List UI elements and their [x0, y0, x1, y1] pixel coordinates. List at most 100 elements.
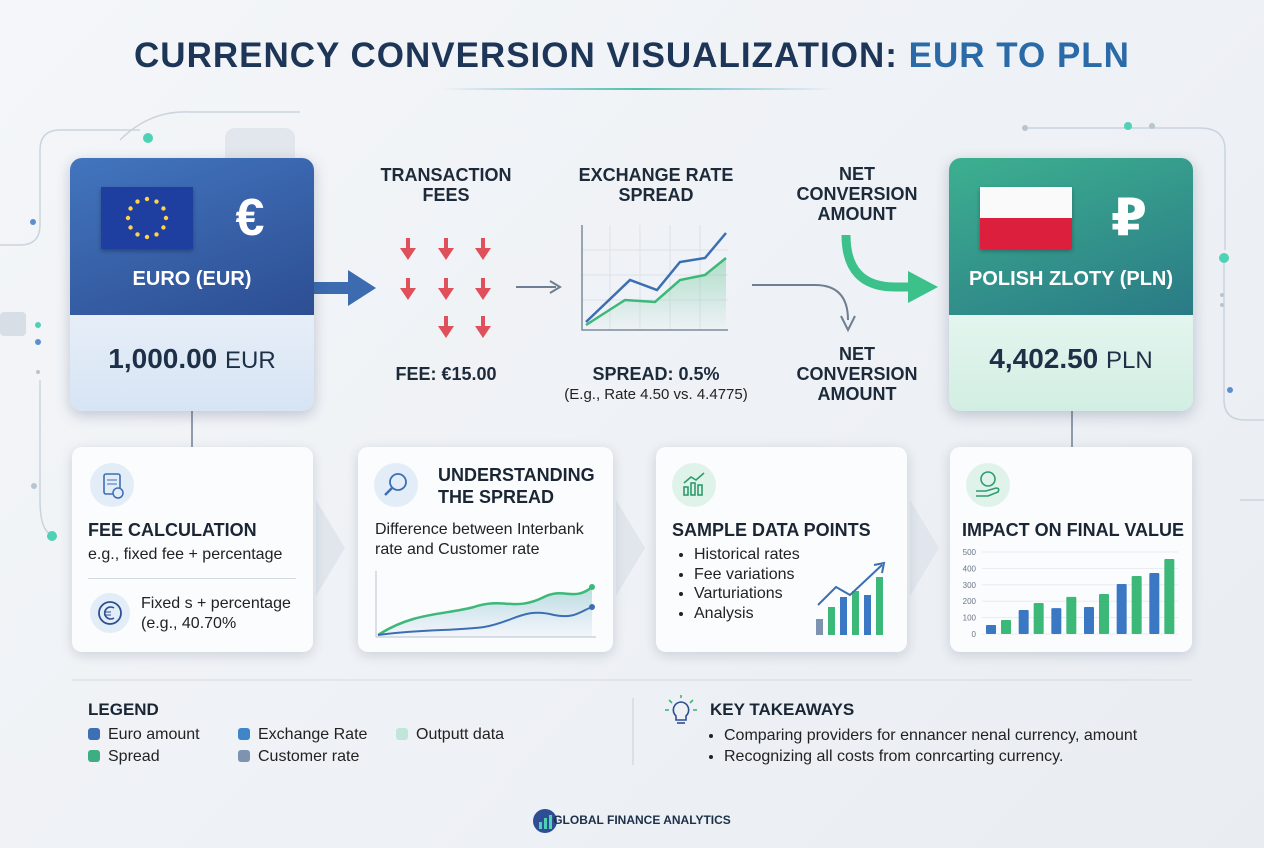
legend-item: Outputt data	[396, 726, 504, 744]
chart-icon	[672, 463, 716, 507]
net-title: NET CONVERSION AMOUNT	[796, 344, 918, 404]
spread-sparkline	[375, 571, 596, 638]
legend-swatch	[88, 728, 100, 740]
target-amount-box: 4,402.50 PLN	[949, 315, 1193, 411]
amount-value: 4,402.50	[989, 343, 1099, 374]
source-header: € EURO (EUR)	[70, 158, 314, 315]
star	[128, 225, 133, 230]
currency-symbol: ₽	[1110, 189, 1148, 247]
icon-graphic	[384, 473, 407, 496]
star	[161, 225, 166, 230]
footer-logo	[533, 809, 557, 833]
takeaways-title: KEY TAKEAWAYS	[710, 700, 855, 719]
legend-item: Euro amount	[88, 726, 200, 744]
star	[128, 206, 133, 211]
info-card: SAMPLE DATA POINTS Historical ratesFee v…	[656, 447, 907, 652]
fee-arrow	[400, 278, 416, 300]
currency-symbol: €	[235, 189, 265, 247]
pl-flag	[980, 187, 1072, 249]
star	[135, 232, 140, 237]
card-detail-note: (e.g., 40.70%	[141, 615, 237, 632]
card-title: IMPACT ON FINAL VALUE	[962, 520, 1184, 540]
title-highlight: EUR TO PLN	[908, 36, 1130, 75]
fee-arrow	[475, 278, 491, 300]
spread-note: (E.g., Rate 4.50 vs. 4.4775)	[564, 386, 748, 403]
divider	[88, 578, 296, 579]
fee-arrow	[475, 238, 491, 260]
amount: 4,402.50 PLN	[949, 343, 1193, 375]
info-card: UNDERSTANDING THE SPREAD Difference betw…	[358, 447, 613, 652]
info-card: IMPACT ON FINAL VALUE	[950, 447, 1192, 652]
legend-swatch	[238, 728, 250, 740]
target-header: ₽ POLISH ZLOTY (PLN)	[949, 158, 1193, 315]
star	[154, 232, 159, 237]
fee-arrow	[438, 238, 454, 260]
search-icon	[374, 463, 418, 507]
source-amount-box: 1,000.00 EUR	[70, 315, 314, 411]
currency-label: EURO (EUR)	[132, 268, 252, 290]
fees-value: FEE: €15.00	[395, 364, 497, 384]
legend-item: Exchange Rate	[238, 726, 367, 744]
euro-icon	[90, 593, 130, 633]
list-item: Fee variations	[694, 565, 800, 585]
card-detail: Fixed s + percentage	[141, 595, 291, 612]
legend-label: Exchange Rate	[258, 726, 368, 743]
card-title: FEE CALCULATION	[88, 520, 257, 540]
takeaway-item: Comparing providers for ennancer nenal c…	[724, 725, 1137, 746]
sample-bars	[816, 561, 886, 635]
star	[144, 234, 150, 240]
legend-label: Spread	[108, 748, 160, 765]
star	[163, 215, 169, 221]
amount: 1,000.00 EUR	[70, 343, 314, 375]
net-title: NET CONVERSION AMOUNT	[796, 164, 918, 224]
takeaways-list: Comparing providers for ennancer nenal c…	[708, 725, 1137, 767]
icon-graphic	[103, 473, 124, 499]
spread-title: EXCHANGE RATE SPREAD	[578, 165, 734, 205]
card-title: SAMPLE DATA POINTS	[672, 520, 871, 540]
legend-label: Customer rate	[258, 748, 360, 765]
target-card: ₽ POLISH ZLOTY (PLN) 4,402.50 PLN	[949, 158, 1193, 411]
fee-arrow	[438, 316, 454, 338]
legend-item: Spread	[88, 748, 160, 766]
legend-item: Customer rate	[238, 748, 359, 766]
eu-flag	[101, 187, 193, 249]
title-text: CURRENCY CONVERSION VISUALIZATION:	[134, 36, 898, 75]
spread-value: SPREAD: 0.5%	[592, 364, 720, 384]
star	[161, 206, 166, 211]
fee-arrow	[438, 278, 454, 300]
list-item: Historical rates	[694, 545, 800, 565]
money-icon	[966, 463, 1010, 507]
legend-swatch	[396, 728, 408, 740]
fee-arrow	[475, 316, 491, 338]
footer: GLOBAL FINANCE ANALYTICS	[553, 813, 731, 827]
amount-value: 1,000.00	[108, 343, 218, 374]
icon-graphic	[976, 471, 1000, 497]
fee-arrow	[400, 238, 416, 260]
card-list: Historical ratesFee variationsVarturiati…	[676, 545, 800, 623]
card-text: e.g., fixed fee + percentage	[88, 546, 283, 563]
star	[154, 199, 159, 204]
list-item: Varturiations	[694, 584, 800, 604]
source-card: € EURO (EUR) 1,000.00 EUR	[70, 158, 314, 411]
title: CURRENCY CONVERSION VISUALIZATION: EUR T…	[0, 36, 1264, 76]
list-item: Analysis	[694, 604, 800, 624]
star	[144, 196, 150, 202]
clipboard-icon	[90, 463, 134, 507]
takeaway-item: Recognizing all costs from conrcarting c…	[724, 746, 1137, 767]
icon-graphic	[98, 601, 122, 625]
icon-graphic	[683, 472, 705, 496]
card-title: UNDERSTANDING THE SPREAD	[438, 465, 595, 507]
bulb-icon	[665, 695, 697, 724]
amount-unit: PLN	[1106, 347, 1153, 374]
amount-unit: EUR	[225, 347, 276, 374]
legend-swatch	[88, 750, 100, 762]
currency-label: POLISH ZLOTY (PLN)	[968, 268, 1174, 290]
fees-title: TRANSACTION FEES	[380, 165, 512, 205]
info-card: FEE CALCULATION e.g., fixed fee + percen…	[72, 447, 313, 652]
star	[135, 199, 140, 204]
legend-swatch	[238, 750, 250, 762]
star	[125, 215, 131, 221]
legend-label: Euro amount	[108, 726, 200, 743]
